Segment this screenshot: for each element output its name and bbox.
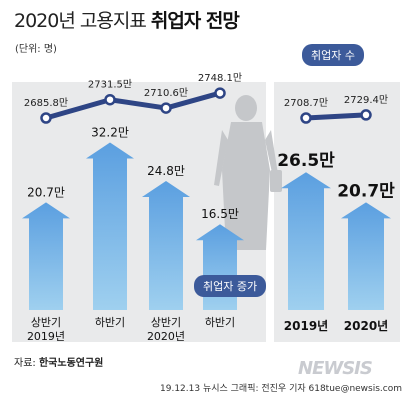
- source-prefix: 자료:: [14, 358, 36, 369]
- unit-label: (단위: 명): [15, 44, 57, 55]
- total-employed-annual-point: [300, 112, 312, 124]
- x-tick-label: 상반기: [151, 316, 181, 329]
- bar-value-label: 20.7만: [337, 181, 395, 201]
- source-org: 한국노동연구원: [38, 358, 104, 369]
- title-emphasis: 취업자 전망: [150, 10, 240, 32]
- line-value-label: 2748.1만: [198, 72, 242, 84]
- line-value-label: 2708.7만: [284, 97, 328, 109]
- bar-value-label: 32.2만: [91, 126, 129, 140]
- total-employed-annual-point: [360, 109, 372, 121]
- total-employed-point: [40, 112, 52, 124]
- line-value-label: 2731.5만: [88, 79, 132, 91]
- bar-value-label: 26.5만: [277, 151, 335, 171]
- total-employed-line: [43, 90, 223, 121]
- line-value-label: 2685.8만: [24, 97, 68, 109]
- increase-arrow-bar: [341, 202, 391, 310]
- page-title: 2020년 고용지표 취업자 전망: [14, 6, 240, 33]
- x-tick-label: 상반기: [31, 316, 61, 329]
- x-tick-label: 하반기: [205, 315, 235, 329]
- x-tick-label: 하반기: [95, 315, 125, 329]
- x-tick-label: 2019년: [284, 319, 328, 333]
- increase-arrow-bar: [86, 142, 134, 310]
- total-employed-point: [214, 87, 226, 99]
- line-value-label: 2710.6만: [144, 87, 188, 99]
- person-silhouette-icon: [214, 95, 282, 250]
- source-note: 자료: 한국노동연구원: [14, 354, 103, 369]
- title-main: 2020년 고용지표: [14, 10, 147, 32]
- watermark-logo: NEWSIS: [298, 358, 373, 379]
- increase-arrow-bar: [281, 172, 331, 310]
- x-tick-label: 2020년: [344, 319, 388, 333]
- line-value-label: 2729.4만: [344, 94, 388, 106]
- total-employed-point: [104, 93, 116, 106]
- bar-value-label: 20.7만: [27, 185, 65, 199]
- increase-arrow-bar: [22, 202, 70, 310]
- graphic-credit: 19.12.13 뉴시스 그래픽: 전진우 기자 618tue@newsis.c…: [160, 384, 403, 394]
- employment-increase-badge: 취업자 증가: [194, 275, 267, 297]
- total-employed-badge: 취업자 수: [302, 44, 364, 66]
- increase-arrow-bar: [196, 224, 244, 310]
- total-employed-point: [160, 102, 172, 114]
- bar-value-label: 16.5만: [201, 207, 239, 221]
- total-employed-annual-line: [303, 112, 369, 121]
- x-tick-label: 2019년: [27, 330, 65, 343]
- x-tick-label: 2020년: [147, 330, 185, 343]
- increase-arrow-bar: [142, 181, 190, 310]
- bar-value-label: 24.8만: [147, 164, 185, 178]
